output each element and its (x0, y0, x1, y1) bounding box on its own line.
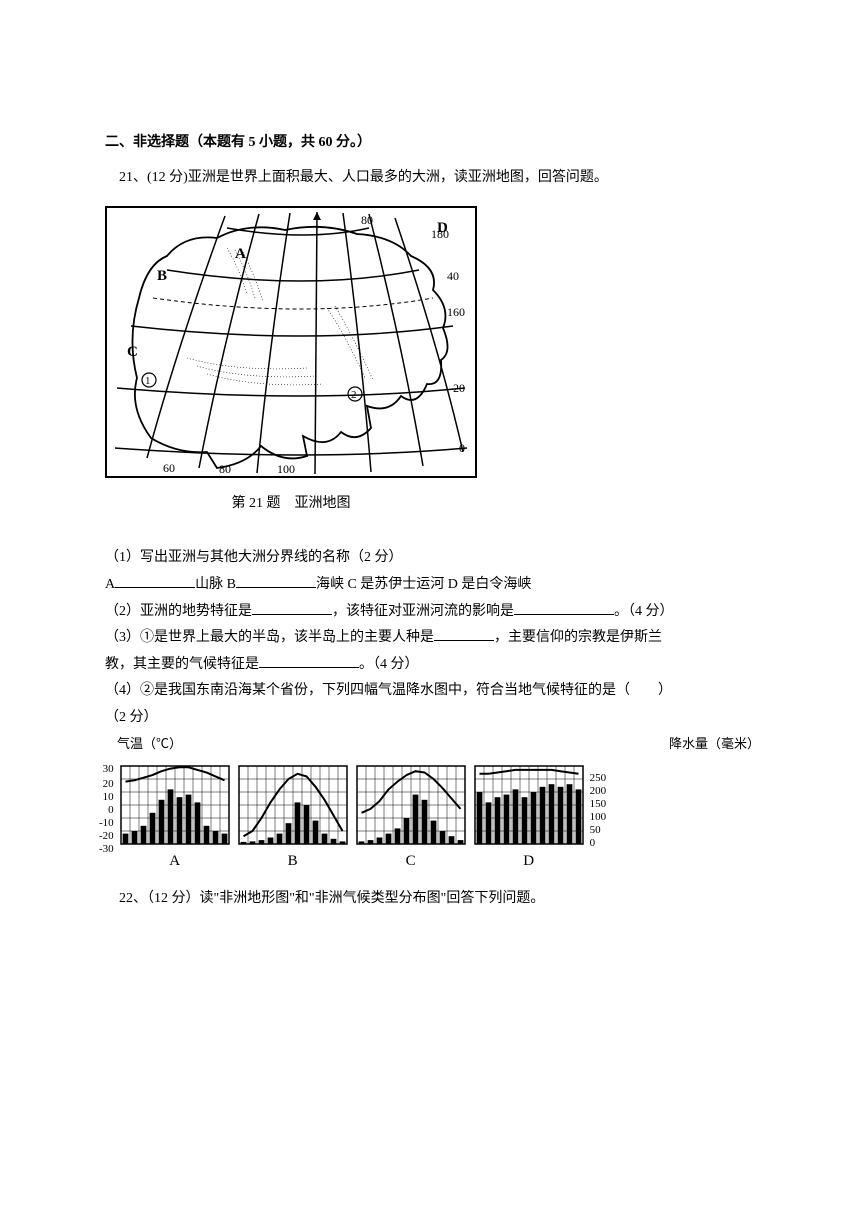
svg-text:1: 1 (145, 375, 151, 387)
asia-map: A B C D 1 2 60 80 100 80 180 40 160 20 0 (105, 206, 760, 489)
label-a-suffix: 山脉 B (195, 577, 236, 592)
chart-A: A (119, 764, 231, 876)
blank-a[interactable] (115, 573, 195, 588)
section-title: 二、非选择题（本题有 5 小题，共 60 分。） (105, 130, 760, 157)
sub3-prefix: （3）①是世界上最大的半岛，该半岛上的主要人种是 (105, 630, 434, 645)
sub3-mid: ，主要信仰的宗教是伊斯兰 (494, 630, 662, 645)
q21-sub4-l1: （4）②是我国东南沿海某个省份，下列四幅气温降水图中，符合当地气候特征的是（ ） (105, 678, 760, 705)
svg-text:160: 160 (447, 305, 465, 319)
sub2-suffix: 。（4 分） (614, 604, 674, 619)
q21-intro: 21、(12 分)亚洲是世界上面积最大、人口最多的大洲，读亚洲地图，回答问题。 (105, 165, 760, 192)
q21-sub2: （2）亚洲的地势特征是 ，该特征对亚洲河流的影响是 。（4 分） (105, 599, 760, 626)
q21-sub1: （1）写出亚洲与其他大洲分界线的名称（2 分） (105, 545, 760, 572)
q21-sub3-line2: 教，其主要的气候特征是 。（4 分） (105, 652, 760, 679)
svg-text:80: 80 (361, 213, 373, 227)
blank-race[interactable] (434, 626, 494, 641)
map-caption: 第 21 题 亚洲地图 (107, 491, 475, 518)
precip-axis-title: 降水量（毫米） (669, 732, 760, 757)
svg-text:C: C (127, 344, 138, 360)
svg-text:100: 100 (277, 462, 295, 476)
sub3-suffix: 。（4 分） (359, 657, 419, 672)
chart-D: D (473, 764, 585, 876)
svg-text:20: 20 (453, 381, 465, 395)
chart-label-A: A (119, 847, 231, 876)
blank-terrain[interactable] (252, 600, 332, 615)
svg-text:2: 2 (351, 389, 357, 401)
chart-label-D: D (473, 847, 585, 876)
svg-text:0: 0 (459, 441, 465, 455)
svg-text:180: 180 (431, 227, 449, 241)
svg-text:A: A (235, 246, 246, 262)
sub3-l2-prefix: 教，其主要的气候特征是 (105, 657, 259, 672)
chart-label-C: C (355, 847, 467, 876)
chart-label-B: B (237, 847, 349, 876)
label-b-suffix: 海峡 C 是苏伊士运河 D 是白令海峡 (316, 577, 531, 592)
climate-charts: 30 20 10 0 -10 -20 -30 ABCD 250 200 150 … (99, 764, 760, 876)
svg-text:80: 80 (219, 462, 231, 476)
q21-sub4-l2: （2 分） (105, 705, 760, 732)
q21-sub3: （3）①是世界上最大的半岛，该半岛上的主要人种是 ，主要信仰的宗教是伊斯兰 (105, 625, 760, 652)
q21-sub1-line: A 山脉 B 海峡 C 是苏伊士运河 D 是白令海峡 (105, 572, 760, 599)
svg-text:60: 60 (163, 461, 175, 475)
blank-river[interactable] (514, 600, 614, 615)
svg-text:40: 40 (447, 269, 459, 283)
chart-C: C (355, 764, 467, 876)
label-a: A (105, 577, 115, 592)
sub2-mid: ，该特征对亚洲河流的影响是 (332, 604, 514, 619)
svg-text:B: B (157, 268, 167, 284)
temp-y-axis: 30 20 10 0 -10 -20 -30 (99, 764, 116, 857)
blank-climate[interactable] (259, 653, 359, 668)
temp-axis-title: 气温（℃） (117, 732, 182, 757)
sub2-prefix: （2）亚洲的地势特征是 (105, 604, 252, 619)
blank-b[interactable] (236, 573, 316, 588)
precip-y-axis: 250 200 150 100 50 0 (588, 773, 607, 851)
q22-intro: 22、（12 分）读"非洲地形图"和"非洲气候类型分布图"回答下列问题。 (105, 886, 760, 913)
chart-B: B (237, 764, 349, 876)
